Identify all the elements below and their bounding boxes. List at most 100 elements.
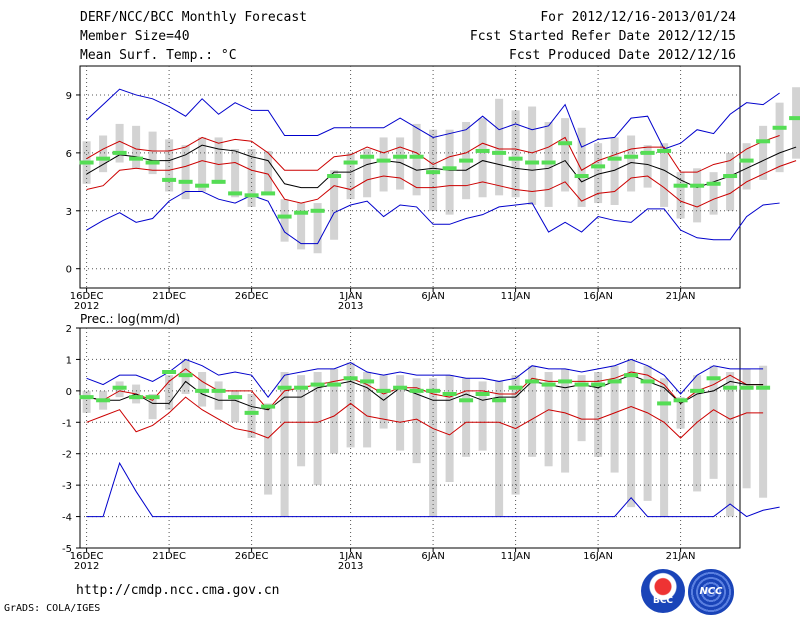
chart-title: DERF/NCC/BCC Monthly Forecast bbox=[80, 10, 307, 25]
ensemble-median-mark bbox=[376, 388, 391, 393]
y-tick-label: -2 bbox=[62, 450, 72, 461]
y-tick-label: -1 bbox=[62, 418, 72, 429]
ensemble-median-mark bbox=[195, 183, 210, 188]
ensemble-box bbox=[610, 365, 619, 473]
ensemble-median-mark bbox=[574, 174, 589, 179]
ensemble-median-mark bbox=[145, 395, 160, 400]
ensemble-median-mark bbox=[360, 379, 375, 384]
ensemble-box bbox=[412, 123, 421, 196]
ensemble-median-mark bbox=[442, 166, 457, 171]
ensemble-box bbox=[264, 150, 273, 194]
ensemble-box bbox=[693, 375, 702, 492]
x-tick-label: 26DEC bbox=[235, 291, 269, 302]
ensemble-box bbox=[165, 139, 174, 192]
y-tick-label: 0 bbox=[66, 387, 72, 398]
ensemble-median-mark bbox=[459, 158, 474, 163]
ensemble-box bbox=[429, 378, 438, 517]
ensemble-median-mark bbox=[79, 395, 94, 400]
ensemble-median-mark bbox=[558, 141, 573, 146]
ensemble-median-mark bbox=[393, 154, 408, 159]
ensemble-median-mark bbox=[723, 174, 738, 179]
ensemble-box bbox=[709, 365, 718, 479]
ensemble-median-mark bbox=[475, 148, 490, 153]
ensemble-box bbox=[709, 172, 718, 215]
series-spread-upper bbox=[86, 368, 764, 411]
ensemble-box bbox=[528, 365, 537, 457]
x-tick-label: 16DEC bbox=[70, 291, 104, 302]
bcc-logo-text: BCC bbox=[652, 596, 674, 606]
ensemble-box bbox=[726, 152, 735, 211]
ensemble-box bbox=[280, 372, 289, 517]
ensemble-box bbox=[759, 365, 768, 498]
ensemble-box bbox=[99, 135, 108, 173]
ensemble-median-mark bbox=[558, 379, 573, 384]
ensemble-box bbox=[346, 152, 355, 200]
ensemble-box bbox=[594, 372, 603, 457]
x-tick-label: 21DEC bbox=[152, 551, 186, 562]
ensemble-box bbox=[544, 372, 553, 467]
ensemble-median-mark bbox=[607, 379, 622, 384]
ensemble-median-mark bbox=[640, 379, 655, 384]
ensemble-box bbox=[330, 170, 339, 240]
ensemble-median-mark bbox=[756, 139, 771, 144]
ensemble-median-mark bbox=[145, 160, 160, 165]
member-size-label: Member Size=40 bbox=[80, 29, 190, 44]
x-tick-label: 11JAN bbox=[501, 291, 531, 302]
ensemble-box bbox=[363, 149, 372, 198]
ensemble-median-mark bbox=[574, 382, 589, 387]
ensemble-median-mark bbox=[772, 125, 787, 130]
x-tick-year-label: 2012 bbox=[74, 561, 99, 572]
precip-panel-label: Prec.: log(mm/d) bbox=[80, 312, 180, 326]
ensemble-box bbox=[495, 381, 504, 517]
ensemble-median-mark bbox=[96, 398, 111, 403]
ensemble-median-mark bbox=[723, 385, 738, 390]
ensemble-median-mark bbox=[79, 160, 94, 165]
ensemble-box bbox=[396, 375, 405, 451]
ensemble-box bbox=[577, 127, 586, 207]
ensemble-median-mark bbox=[96, 156, 111, 161]
ensemble-box bbox=[478, 381, 487, 451]
source-url[interactable]: http://cmdp.ncc.cma.gov.cn bbox=[76, 583, 280, 598]
ensemble-box bbox=[379, 375, 388, 429]
x-tick-year-label: 2013 bbox=[338, 561, 363, 572]
x-tick-label: 6JAN bbox=[421, 291, 444, 302]
ensemble-box bbox=[297, 375, 306, 467]
ensemble-median-mark bbox=[294, 210, 309, 215]
ensemble-median-mark bbox=[673, 398, 688, 403]
ensemble-median-mark bbox=[228, 191, 243, 196]
ensemble-box bbox=[577, 375, 586, 442]
ensemble-box bbox=[445, 129, 454, 215]
ensemble-median-mark bbox=[112, 385, 127, 390]
ensemble-median-mark bbox=[459, 398, 474, 403]
x-tick-label: 16JAN bbox=[583, 291, 613, 302]
ensemble-median-mark bbox=[690, 183, 705, 188]
ensemble-box bbox=[561, 368, 570, 473]
ensemble-median-mark bbox=[228, 395, 243, 400]
ensemble-median-mark bbox=[195, 388, 210, 393]
ensemble-median-mark bbox=[591, 382, 606, 387]
ensemble-box bbox=[445, 375, 454, 482]
ensemble-median-mark bbox=[393, 385, 408, 390]
series-ensemble-max bbox=[86, 358, 764, 398]
ensemble-median-mark bbox=[294, 385, 309, 390]
ensemble-box bbox=[528, 106, 537, 205]
ensemble-box bbox=[511, 375, 520, 495]
ensemble-median-mark bbox=[244, 410, 259, 415]
ensemble-median-mark bbox=[706, 376, 721, 381]
ensemble-median-mark bbox=[756, 385, 771, 390]
series-spread-upper bbox=[86, 135, 780, 173]
ensemble-box bbox=[231, 390, 240, 423]
ncc-logo-icon: NCC bbox=[688, 569, 734, 615]
ensemble-box bbox=[181, 145, 190, 200]
ensemble-box bbox=[280, 199, 289, 242]
ensemble-box bbox=[495, 98, 504, 196]
ensemble-box bbox=[561, 118, 570, 192]
ensemble-median-mark bbox=[508, 385, 523, 390]
ensemble-median-mark bbox=[739, 385, 754, 390]
x-tick-label: 6JAN bbox=[421, 551, 444, 562]
forecast-produced-date: Fcst Produced Date 2012/12/16 bbox=[509, 48, 736, 63]
ensemble-median-mark bbox=[541, 382, 556, 387]
y-tick-label: 3 bbox=[66, 207, 72, 218]
